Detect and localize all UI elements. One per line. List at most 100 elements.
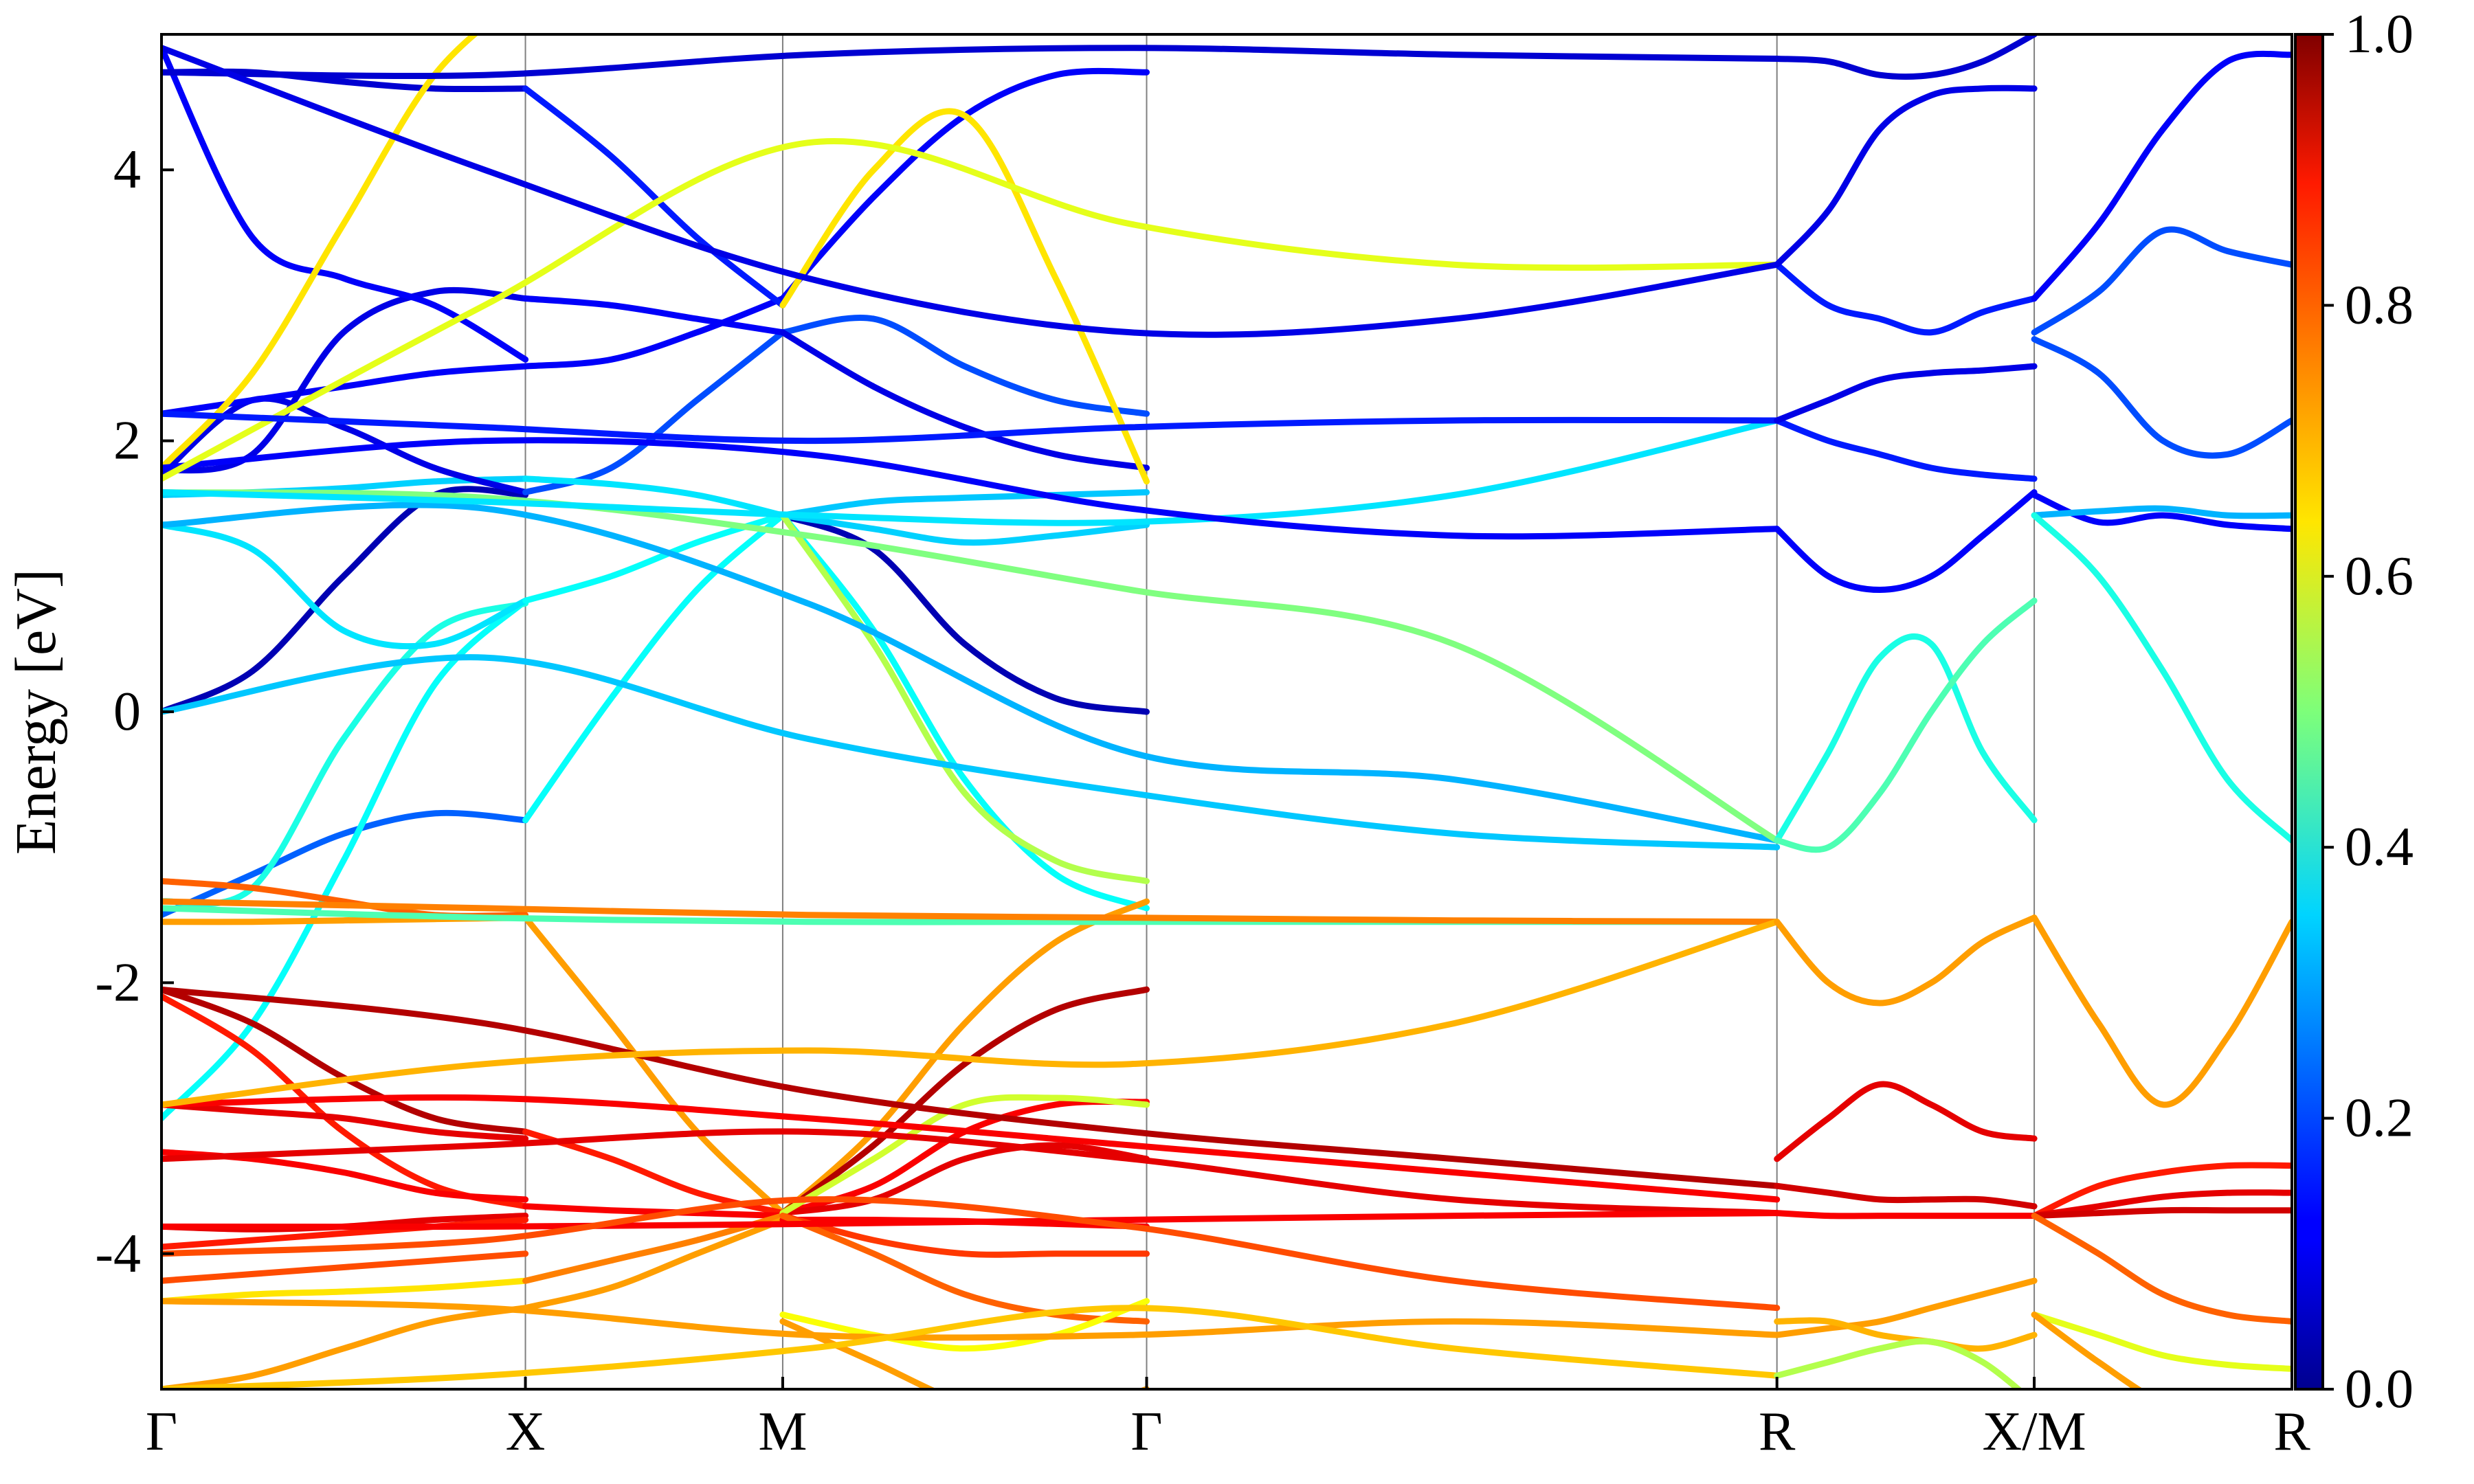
- band-line: [522, 295, 786, 336]
- band-line: [2031, 1312, 2292, 1372]
- y-tick-label: 4: [113, 139, 141, 200]
- band-line: [161, 45, 1781, 79]
- band-line: [161, 597, 529, 1122]
- band-line: [161, 919, 1781, 1108]
- band-line: [2031, 226, 2292, 336]
- x-tick-label: X/M: [1983, 1402, 2086, 1462]
- colorbar-tick-label: 1.0: [2345, 4, 2414, 65]
- y-tick-label: -2: [95, 952, 141, 1013]
- band-line: [2031, 336, 2292, 459]
- band-line: [161, 410, 1781, 445]
- band-line: [2031, 1213, 2292, 1325]
- band-line: [522, 914, 786, 1217]
- colorbar-tick-label: 0.2: [2345, 1088, 2414, 1149]
- band-line: [779, 512, 1150, 546]
- band-line: [522, 329, 786, 495]
- band-line: [161, 286, 529, 474]
- x-axis-ticks: Γ X M Γ R X/M R: [146, 1377, 2310, 1462]
- band-line: [1774, 1210, 2038, 1219]
- band-line: [522, 295, 786, 370]
- band-line: [779, 329, 1150, 471]
- band-line: [522, 512, 786, 824]
- band-line: [161, 489, 1781, 844]
- band-line: [2031, 1312, 2144, 1389]
- band-line: [522, 85, 786, 308]
- band-line: [1774, 597, 2038, 853]
- band-line: [779, 108, 1150, 485]
- band-line: [1774, 633, 2038, 844]
- y-axis-label: Energy [eV]: [4, 569, 68, 855]
- band-line: [161, 437, 1781, 540]
- band-line: [2031, 1162, 2292, 1219]
- band-line: [161, 898, 1781, 925]
- y-tick-label: 2: [113, 411, 141, 471]
- band-line: [779, 986, 1150, 1217]
- band-line: [161, 1101, 529, 1142]
- band-line: [1774, 363, 2038, 424]
- band-line: [161, 1298, 1781, 1341]
- band-line: [161, 1305, 1781, 1389]
- band-line: [2031, 505, 2292, 519]
- colorbar-tick-label: 0.6: [2345, 546, 2414, 607]
- colorbar-tick-label: 0.4: [2345, 817, 2414, 877]
- band-line: [779, 512, 1150, 884]
- band-line: [161, 137, 1781, 482]
- band-line: [161, 1250, 529, 1284]
- y-tick-label: 0: [113, 682, 141, 742]
- x-tick-label: Γ: [1130, 1402, 1162, 1462]
- band-line: [1774, 1081, 2038, 1162]
- band-line: [1774, 1317, 2038, 1352]
- band-line: [1774, 261, 2038, 336]
- band-line: [161, 1128, 1781, 1217]
- y-axis-ticks: -4 -2 0 2 4: [95, 139, 174, 1284]
- band-line: [161, 986, 1781, 1189]
- band-line: [161, 417, 1781, 526]
- band-line: [2031, 914, 2292, 1108]
- band-line: [779, 898, 1150, 1217]
- band-line: [779, 1094, 1150, 1217]
- colorbar-tick-label: 0.0: [2345, 1359, 2414, 1419]
- band-line: [779, 512, 1150, 912]
- band-line: [161, 502, 1781, 844]
- band-line: [161, 395, 529, 495]
- band-line: [779, 314, 1150, 417]
- band-line: [161, 34, 480, 471]
- band-line: [161, 521, 529, 650]
- band-line: [161, 1305, 529, 1389]
- band-line: [779, 489, 1150, 519]
- colorbar-tick-label: 0.8: [2345, 275, 2414, 335]
- band-line: [1774, 417, 2038, 482]
- band-line: [1774, 34, 2038, 80]
- band-line: [2031, 1206, 2292, 1219]
- band-line: [161, 486, 529, 715]
- band-line: [779, 1142, 1150, 1217]
- x-tick-label: R: [1759, 1402, 1796, 1462]
- band-line: [161, 1277, 529, 1305]
- band-line: [779, 1298, 1150, 1352]
- band-line: [1774, 914, 2038, 1007]
- band-line: [779, 1213, 1150, 1325]
- band-line: [161, 1196, 1781, 1312]
- band-line: [522, 1217, 786, 1312]
- band-line: [1774, 489, 2038, 594]
- x-tick-label: Γ: [146, 1402, 177, 1462]
- band-line: [779, 67, 1150, 302]
- band-lines: [161, 34, 2292, 1389]
- y-tick-label: -4: [95, 1224, 141, 1284]
- band-line: [161, 654, 1781, 851]
- colorbar: [2294, 33, 2324, 1391]
- band-line: [1774, 85, 2038, 268]
- band-line: [522, 1203, 786, 1219]
- x-tick-label: R: [2273, 1402, 2310, 1462]
- x-tick-label: M: [758, 1402, 807, 1462]
- band-line: [161, 45, 1781, 338]
- band-line: [1774, 1338, 2023, 1389]
- band-line: [2031, 512, 2292, 844]
- band-line: [779, 512, 1150, 715]
- x-tick-label: X: [506, 1402, 546, 1462]
- colorbar-ticks: 0.0 0.2 0.4 0.6 0.8 1.0: [2323, 4, 2414, 1419]
- band-line: [161, 1210, 1781, 1230]
- band-line: [1774, 1277, 2038, 1338]
- band-line: [2031, 1189, 2292, 1219]
